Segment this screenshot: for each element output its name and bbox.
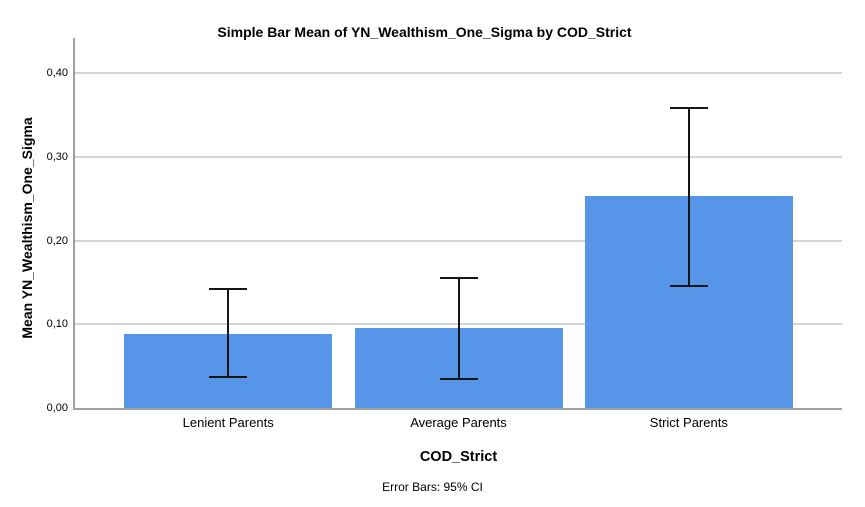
y-axis-line [73,38,75,410]
error-bar-cap [439,277,478,280]
y-tick-label: 0,40 [46,67,68,80]
error-bar-strict-parents [669,106,708,287]
error-bar-lenient-parents [209,288,248,378]
error-bar-average-parents [439,277,478,380]
gridline-0,40 [75,72,842,75]
error-bar-stem [457,277,460,380]
error-bar-cap [669,284,708,287]
error-bar-stem [227,288,230,378]
plot-area [73,38,842,410]
x-axis-line [73,408,842,410]
y-tick-label: 0,00 [46,402,68,414]
x-category-label-average-parents: Average Parents [410,415,507,430]
y-tick-label: 0,20 [46,234,68,247]
x-category-label-lenient-parents: Lenient Parents [182,415,274,430]
gridline-0,30 [75,155,842,158]
gridline-0,20 [75,239,842,242]
x-axis-title: COD_Strict [419,449,498,465]
error-bar-cap [209,288,248,291]
y-tick-label: 0,10 [46,318,68,331]
error-bar-stem [687,106,690,287]
error-bars-note: Error Bars: 95% CI [382,480,483,494]
chart-title: Simple Bar Mean of YN_Wealthism_One_Sigm… [217,24,632,40]
error-bar-cap [439,377,478,380]
error-bar-cap [669,106,708,109]
error-bar-cap [209,375,248,378]
x-category-label-strict-parents: Strict Parents [649,415,728,430]
y-tick-label: 0,30 [46,150,68,163]
